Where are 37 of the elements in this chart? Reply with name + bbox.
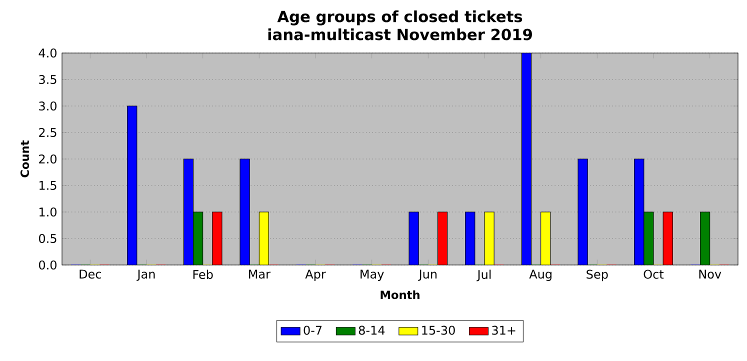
y-tick-label: 4.0: [38, 48, 56, 58]
x-axis-title: Month: [380, 290, 420, 300]
chart-subtitle: iana-multicast November 2019: [268, 28, 532, 40]
x-tick-label: Apr: [305, 270, 326, 281]
bar: [183, 158, 194, 265]
y-axis-title: Count: [20, 140, 30, 178]
legend-label: 31+: [492, 326, 516, 335]
x-tick-label: Aug: [529, 270, 552, 281]
bar: [408, 212, 419, 265]
x-tick-label: Jul: [476, 270, 491, 282]
y-tick-label: 2.0: [39, 154, 56, 164]
bar: [465, 212, 476, 265]
legend-label: 0-7: [304, 326, 322, 335]
x-tick-label: Oct: [644, 270, 664, 279]
bar: [578, 158, 588, 265]
x-tick-label: Nov: [699, 270, 722, 279]
bar: [240, 158, 250, 265]
y-tick-label: 1.0: [40, 207, 56, 217]
y-tick-label: 3.0: [39, 101, 56, 111]
bar: [521, 53, 532, 265]
bar: [127, 106, 138, 265]
y-tick-label: 3.5: [39, 74, 56, 84]
x-tick-label: May: [360, 270, 384, 281]
legend-label: 8-14: [358, 326, 385, 335]
y-tick-label: 1.5: [40, 181, 56, 190]
y-tick-label: 2.5: [39, 128, 56, 138]
y-tick-label: 0.0: [39, 260, 56, 270]
x-tick-label: Sep: [586, 270, 608, 282]
x-tick-label: Mar: [249, 270, 270, 279]
x-tick-label: Dec: [80, 270, 102, 279]
x-tick-label: Feb: [193, 270, 213, 279]
chart-title: Age groups of closed tickets: [277, 10, 522, 26]
x-tick-label: Jan: [136, 270, 155, 281]
legend-label: 15-30: [422, 326, 455, 335]
y-tick-label: 0.5: [39, 234, 56, 244]
bar: [634, 158, 644, 265]
x-tick-label: Jun: [418, 270, 437, 281]
